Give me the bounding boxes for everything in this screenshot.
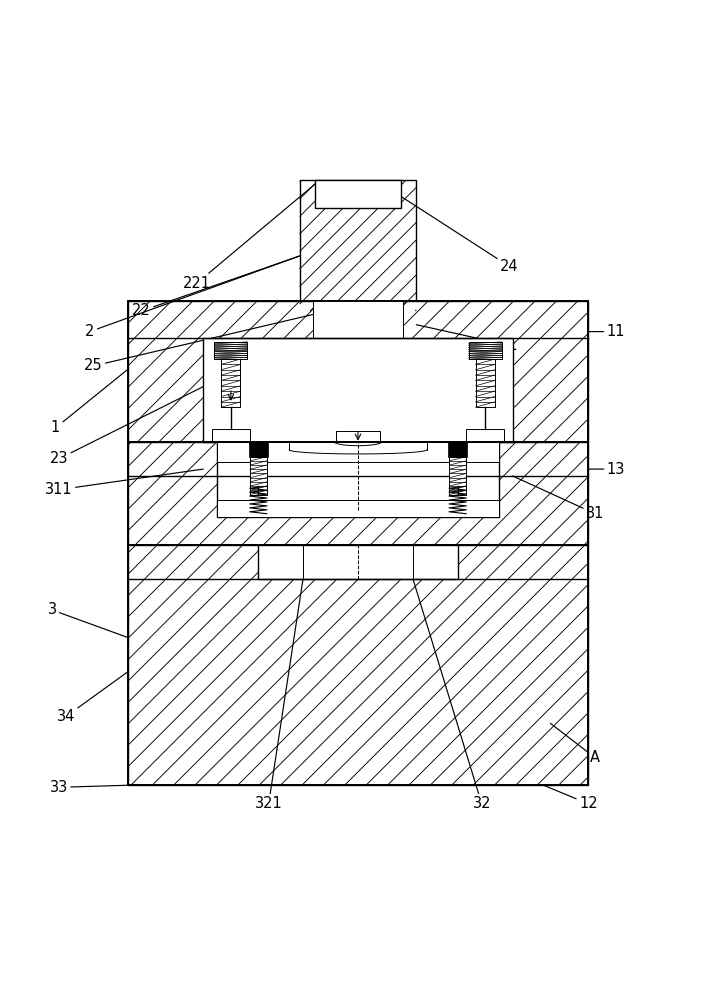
Bar bbox=[212, 429, 250, 442]
Text: 34: 34 bbox=[57, 672, 127, 724]
Text: 21: 21 bbox=[417, 325, 518, 353]
Text: 221: 221 bbox=[183, 184, 315, 291]
Text: 3: 3 bbox=[47, 602, 127, 637]
Bar bbox=[450, 457, 466, 495]
Bar bbox=[314, 301, 402, 338]
Text: 23: 23 bbox=[49, 387, 203, 466]
Bar bbox=[448, 442, 468, 457]
Text: 321: 321 bbox=[255, 579, 303, 811]
Bar bbox=[475, 359, 495, 407]
Text: 311: 311 bbox=[45, 469, 203, 497]
Text: 2: 2 bbox=[85, 256, 299, 339]
Bar bbox=[248, 442, 268, 457]
Text: 31: 31 bbox=[513, 476, 604, 521]
Bar bbox=[221, 359, 241, 407]
Text: 25: 25 bbox=[84, 314, 314, 373]
Bar bbox=[217, 500, 499, 517]
Text: 11: 11 bbox=[589, 324, 625, 339]
Bar bbox=[127, 301, 589, 442]
Bar bbox=[214, 342, 247, 359]
Bar bbox=[217, 442, 499, 462]
Text: 33: 33 bbox=[50, 780, 127, 795]
Bar bbox=[127, 301, 589, 442]
Text: 22: 22 bbox=[132, 256, 299, 318]
Bar bbox=[217, 442, 499, 517]
Text: 12: 12 bbox=[543, 785, 598, 811]
Text: 13: 13 bbox=[589, 462, 625, 477]
Bar bbox=[315, 180, 401, 208]
Bar bbox=[127, 545, 589, 785]
Bar bbox=[336, 431, 380, 442]
Bar bbox=[299, 180, 417, 311]
Text: A: A bbox=[551, 723, 600, 765]
Text: 32: 32 bbox=[413, 579, 491, 811]
Text: 24: 24 bbox=[401, 196, 518, 274]
Bar bbox=[127, 442, 589, 545]
Bar bbox=[258, 545, 458, 579]
Bar bbox=[203, 338, 513, 442]
Bar bbox=[127, 545, 589, 785]
Bar bbox=[466, 429, 504, 442]
Bar bbox=[250, 457, 266, 495]
Bar bbox=[127, 442, 589, 545]
Text: 1: 1 bbox=[51, 369, 127, 435]
Bar bbox=[469, 342, 502, 359]
